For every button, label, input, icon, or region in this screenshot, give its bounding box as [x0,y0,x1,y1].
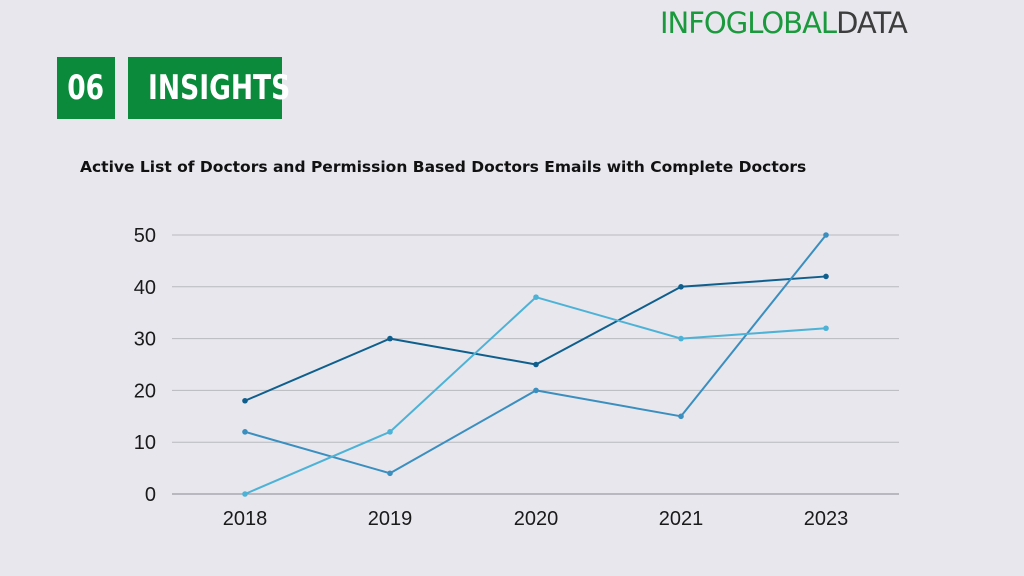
data-point [242,491,248,497]
data-point [533,361,539,368]
data-point [678,284,684,290]
data-point [387,335,393,342]
logo-part-data: DATA [836,6,908,40]
series-lines [242,232,829,497]
y-axis-ticks: 0 10 20 30 40 50 [134,225,156,506]
section-title-badge: INSIGHTS [128,57,290,119]
y-tick-label: 0 [145,484,156,506]
section-title: INSIGHTS [148,68,291,108]
y-tick-label: 10 [134,432,156,454]
y-tick-label: 50 [134,225,156,247]
series-line-2 [244,234,827,475]
y-tick-label: 30 [134,329,156,351]
data-point [823,232,829,238]
grid-lines [172,234,899,495]
x-tick-label: 2019 [368,508,413,530]
y-tick-label: 40 [134,277,156,299]
data-point [387,470,393,477]
x-tick-label: 2018 [223,508,268,530]
data-point [387,429,393,435]
data-point [823,273,829,280]
x-tick-label: 2021 [659,508,704,530]
section-number-badge: 06 [57,57,115,119]
data-point [678,335,684,342]
series-line-3 [244,296,827,495]
data-point [533,294,539,300]
y-tick-label: 20 [134,380,156,402]
data-point [823,325,829,332]
x-axis-ticks: 2018 2019 2020 2021 2023 [223,508,849,530]
data-point [242,429,248,435]
chart-title: Active List of Doctors and Permission Ba… [80,158,807,176]
x-tick-label: 2023 [804,508,849,530]
data-point [678,413,684,420]
brand-logo: INFOGLOBALDATA [660,6,908,40]
data-point [533,387,539,394]
logo-part-infoglobal: INFOGLOBAL [660,6,837,40]
section-number: 06 [67,68,105,108]
data-point [242,397,248,404]
x-tick-label: 2020 [514,508,559,530]
